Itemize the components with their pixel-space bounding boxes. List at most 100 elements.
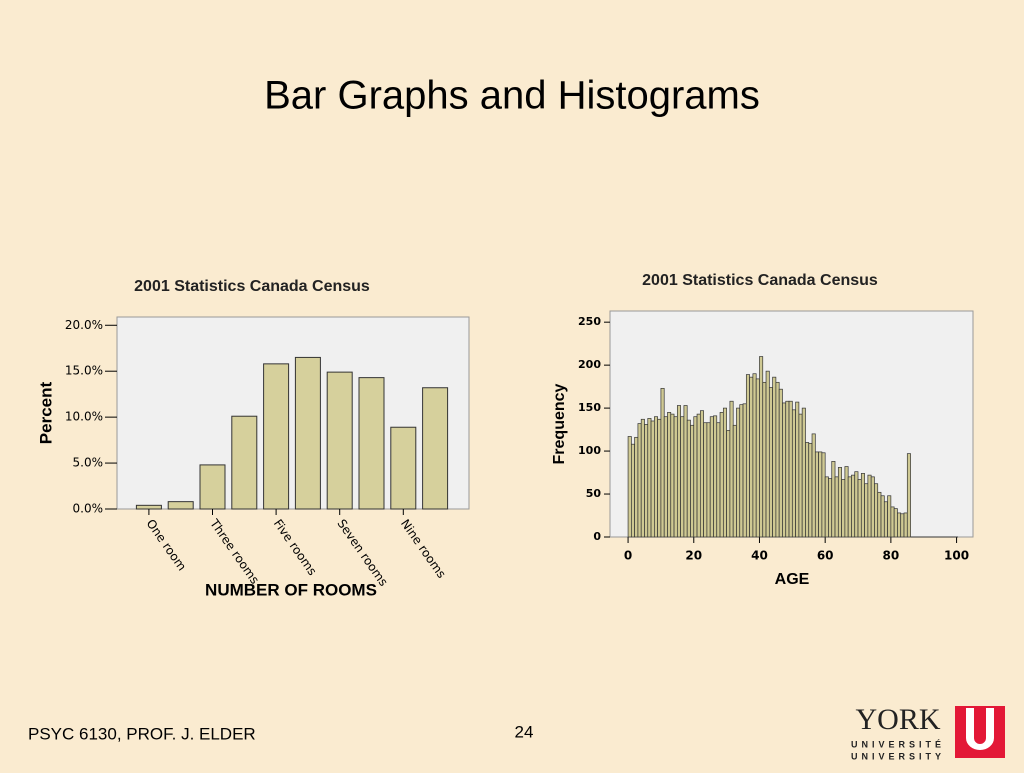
histogram-bar: [716, 422, 721, 538]
histogram-bar: [739, 404, 744, 538]
chart-title: 2001 Statistics Canada Census: [134, 278, 370, 295]
histogram-bar: [880, 495, 885, 538]
bar: [422, 387, 449, 510]
histogram-bar: [828, 478, 833, 538]
histogram-bar: [722, 407, 727, 538]
histogram-bar: [653, 416, 658, 538]
histogram-bar: [860, 473, 865, 538]
histogram-bar: [752, 373, 757, 538]
histogram-bar: [791, 409, 796, 538]
histogram-bar: [831, 461, 836, 538]
histogram-bar: [903, 512, 908, 538]
histogram-bar: [699, 410, 704, 538]
histogram-bar: [778, 388, 783, 538]
y-axis-label: Percent: [36, 381, 55, 444]
histogram-bar: [814, 451, 819, 538]
histogram-bar: [870, 476, 875, 538]
x-tick-label: 0: [624, 549, 632, 563]
histogram-bar: [765, 370, 770, 538]
histogram-bar: [736, 407, 741, 538]
histogram-bar: [906, 453, 911, 538]
histogram-bar: [818, 451, 823, 538]
histogram-bar: [844, 466, 849, 538]
histogram-bar: [808, 442, 813, 538]
y-tick-label: 5.0%: [73, 456, 104, 470]
x-tick-label: Three rooms: [207, 516, 262, 587]
histogram-bar: [877, 491, 882, 538]
histogram-bar: [732, 424, 737, 538]
y-axis-label: Frequency: [551, 383, 568, 464]
histogram-bar: [847, 476, 852, 538]
histogram-bar: [640, 418, 645, 538]
bar: [390, 426, 417, 510]
logo: YORK UNIVERSITÉ UNIVERSITY: [851, 703, 1005, 761]
y-tick-label: 0.0%: [73, 502, 104, 516]
histogram-bar: [709, 416, 714, 538]
x-axis-label: NUMBER OF ROOMS: [205, 580, 377, 599]
histogram-bar: [785, 400, 790, 538]
histogram-bar: [706, 422, 711, 538]
x-tick-label: 60: [817, 549, 834, 563]
y-tick-label: 20.0%: [65, 318, 103, 332]
histogram-bar: [627, 436, 632, 538]
logo-mark: [955, 706, 1005, 758]
histogram-bar: [857, 479, 862, 538]
histogram-bar: [795, 401, 800, 538]
bar: [326, 371, 353, 510]
bar: [231, 415, 258, 510]
histogram-bar: [729, 400, 734, 538]
y-tick-label: 10.0%: [65, 410, 103, 424]
histogram-bar: [660, 387, 665, 538]
bar: [167, 501, 194, 510]
x-tick-label: 80: [883, 549, 900, 563]
histogram-bar: [824, 476, 829, 538]
y-tick-label: 200: [578, 358, 601, 371]
bar: [199, 464, 226, 510]
x-axis-label: AGE: [775, 571, 810, 588]
histogram-bar: [690, 424, 695, 538]
histogram-bar: [683, 405, 688, 538]
histogram-bar: [775, 381, 780, 538]
histogram-bar: [745, 374, 750, 538]
histogram-bar: [755, 378, 760, 538]
histogram-bar: [631, 443, 635, 538]
histogram-bar: [713, 415, 718, 538]
histogram-bar: [650, 420, 655, 538]
histogram-bar: [851, 474, 856, 538]
bar: [294, 356, 321, 510]
histogram-bar: [680, 416, 685, 538]
y-tick-label: 100: [578, 444, 601, 457]
y-tick-label: 250: [578, 315, 601, 328]
logo-name: YORK: [855, 703, 940, 736]
histogram-bar: [726, 430, 731, 538]
histogram-bar: [696, 413, 701, 538]
histogram-bar: [686, 419, 691, 538]
y-tick-label: 15.0%: [65, 364, 103, 378]
histogram-bar: [821, 452, 826, 538]
histogram-bar: [834, 476, 839, 538]
histogram-bar: [644, 424, 649, 538]
x-tick-label: Five rooms: [271, 517, 320, 578]
histogram-bar: [883, 501, 888, 538]
histogram-bar: [864, 483, 869, 538]
x-tick-label: Nine rooms: [398, 517, 449, 581]
x-tick-label: 40: [751, 549, 768, 563]
histogram-bar: [887, 495, 892, 538]
histogram-bar: [854, 471, 859, 538]
logo-line: UNIVERSITY: [851, 751, 945, 761]
histogram-bar: [673, 416, 678, 538]
histogram-bar: [693, 416, 698, 538]
histogram-bar: [788, 400, 793, 538]
logo-line: UNIVERSITÉ: [851, 739, 945, 749]
x-tick-label: 20: [685, 549, 702, 563]
histogram-bar: [637, 423, 642, 538]
histogram-bar: [837, 467, 842, 538]
histogram-bar: [897, 512, 902, 538]
logo-u: [966, 708, 994, 750]
histogram-bar: [647, 418, 652, 538]
y-tick-label: 50: [586, 487, 602, 500]
histogram-bar: [670, 413, 675, 538]
histogram-bar: [759, 356, 764, 538]
histogram-bar: [768, 387, 773, 538]
